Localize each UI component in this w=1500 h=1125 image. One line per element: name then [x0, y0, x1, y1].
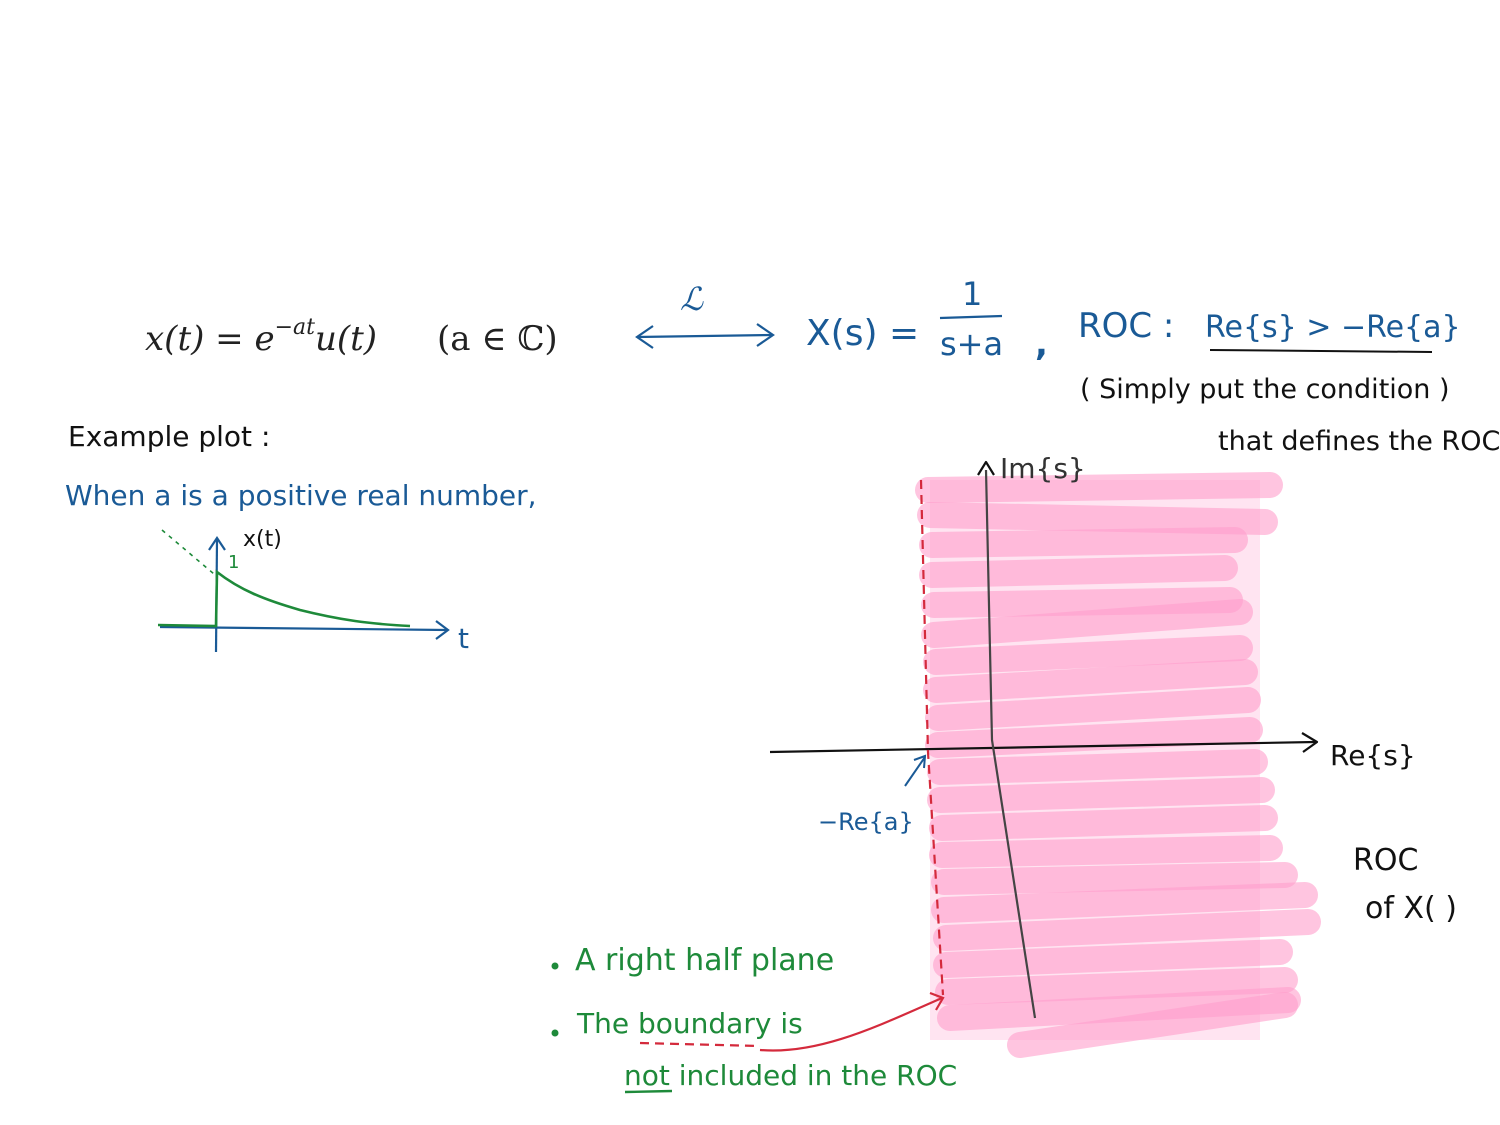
- imag-axis: [977, 460, 1037, 1019]
- roc-region-label-line-2: of X( ): [1365, 891, 1457, 926]
- roc-region-label-line-1: ROC: [1353, 843, 1418, 878]
- fraction-bar: [939, 314, 1003, 320]
- plot-x-label: t: [458, 622, 469, 655]
- roc-fill: [930, 480, 1260, 1040]
- example-heading: Example plot :: [68, 420, 270, 453]
- curve-extension-dotted: [161, 529, 215, 575]
- laplace-symbol: ℒ: [680, 280, 704, 318]
- example-subheading: When a is a positive real number,: [65, 479, 537, 512]
- time-signal-formula: x(t) = e−atu(t): [145, 315, 377, 359]
- plot-initial-value-tick: 1: [228, 552, 239, 573]
- roc-condition-underline: [1209, 349, 1433, 353]
- plot-y-label: x(t): [243, 527, 282, 552]
- boundary-pointer-arrow: [904, 754, 927, 787]
- roc-condition: Re{s} > −Re{a}: [1205, 310, 1461, 345]
- imag-axis-label: Im{s}: [1000, 452, 1086, 485]
- bullet-boundary-line-2: not included in the ROC: [624, 1059, 957, 1092]
- roc-boundary-line: [919, 479, 945, 996]
- bullet-right-half-plane: A right half plane: [575, 943, 834, 978]
- bullet-boundary-line-1: The boundary is: [576, 1007, 803, 1040]
- bullet-dot-2: [551, 1029, 559, 1037]
- laplace-transform-arrow: [635, 323, 775, 349]
- not-word-underline: [624, 1089, 673, 1094]
- fraction-denominator: s+a: [940, 325, 1003, 363]
- roc-title: ROC :: [1078, 306, 1174, 346]
- boundary-word-dashed-underline: [639, 1041, 761, 1048]
- boundary-callout-arrow: [759, 991, 945, 1052]
- example-plot: x(t) 1 t: [157, 527, 469, 655]
- formula-separator: ,: [1035, 324, 1048, 364]
- roc-shaded-region: [915, 472, 1321, 1058]
- real-axis: [769, 732, 1319, 754]
- plot-time-axis: [159, 625, 448, 632]
- real-axis-label: Re{s}: [1330, 739, 1416, 772]
- boundary-value-label: −Re{a}: [818, 808, 914, 836]
- decaying-exponential-curve: [157, 569, 411, 628]
- bullet-dot-1: [551, 962, 559, 970]
- laplace-result-label: X(s) =: [806, 313, 919, 354]
- note-line-2: that defines the ROC: [1218, 426, 1500, 457]
- note-line-1: ( Simply put the condition ): [1080, 374, 1450, 405]
- plot-amplitude-axis-arrowhead: [208, 536, 226, 551]
- fraction-numerator: 1: [962, 275, 982, 313]
- plot-time-axis-arrowhead: [435, 620, 450, 640]
- parameter-condition: (a ∈ ℂ): [437, 319, 558, 359]
